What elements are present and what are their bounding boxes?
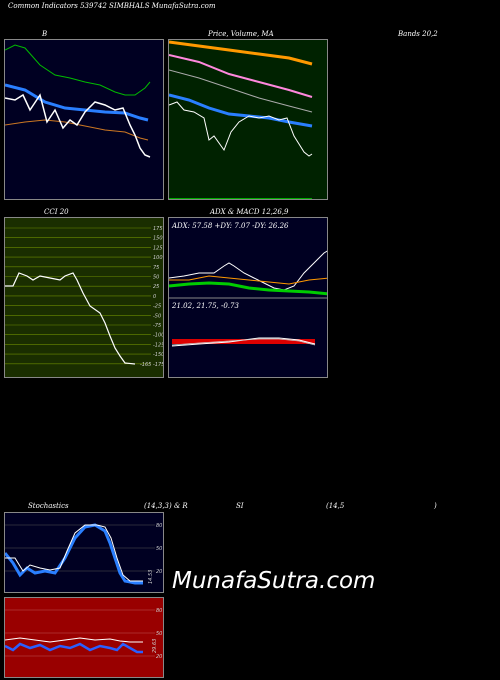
cci-tick-label: -175 [153,362,164,368]
b-green-line [5,44,151,96]
macd-signal-line [171,338,316,346]
stochastics-label: Stochastics [28,502,69,510]
rsi-white-line [5,637,143,643]
price-white-line [169,101,313,157]
cci-label: CCI 20 [44,208,69,216]
stochastics-panel: 80 50 20 14.53 [4,512,164,593]
rsi-blue-line [5,642,143,654]
b-orange-line [5,119,149,141]
stoch-white-line [5,524,143,582]
rsi-panel: 80 50 20 29.63 [4,597,164,678]
ma-pink-line [169,54,313,98]
cci-tick-label: -25 [153,304,161,310]
b-blue-line [5,83,149,122]
price-ma-label: Price, Volume, MA [208,30,274,38]
cci-value-label: -165 [140,362,151,368]
b-white-line [5,93,151,158]
cci-tick-label: -50 [153,313,161,319]
ma-orange-line [169,40,313,66]
cci-tick-label: -125 [153,342,164,348]
adx-text: ADX: 57.58 +DY: 7.07 -DY: 26.26 [171,222,289,230]
cci-tick-label: 175 [153,226,163,232]
cci-panel: 175 150 125 100 75 50 25 0 -25 -50 -75 -100 -125 -150… [4,217,164,378]
cci-tick-label: 25 [153,284,159,290]
stoch-tick-80: 80 [156,523,162,529]
macd-text: 21.02, 21.75, -0.73 [171,302,239,310]
ma-blue-line [169,93,313,128]
stoch-tick-50: 50 [156,546,162,552]
adx-white-line [169,250,327,291]
stochastics-params: (14,3,3) & R [144,502,188,510]
price-ma-panel [168,39,328,200]
cci-tick-label: 125 [153,245,163,251]
b-panel-label: B [42,30,48,38]
rsi-si-label: SI [236,502,244,510]
adx-macd-panel: ADX: 57.58 +DY: 7.07 -DY: 26.26 21.02, 2… [168,217,328,378]
b-panel [4,39,164,200]
cci-tick-label: 100 [153,255,163,261]
cci-tick-label: -75 [153,323,161,329]
adx-green-line [169,281,327,296]
rsi-value-label: 29.63 [152,639,158,653]
cci-tick-label: 50 [153,275,159,281]
cci-tick-label: 150 [153,236,163,242]
cci-tick-label: 75 [153,265,159,271]
rsi-tick-80: 80 [156,608,162,614]
rsi-tick-20: 20 [156,654,162,660]
macd-line [171,337,316,347]
rsi-close-paren: ) [434,502,437,510]
stoch-tick-20: 20 [156,569,162,575]
cci-tick-label: 0 [153,294,156,300]
page-title: Common Indicators 539742 SIMBHALS Munafa… [8,2,216,10]
ma-gray-line [169,69,313,113]
watermark: MunafaSutra.com [172,568,376,594]
cci-tick-label: -100 [153,333,164,339]
cci-line [5,272,136,365]
stoch-value-label: 14.53 [148,570,154,584]
rsi-params: (14,5 [326,502,345,510]
rsi-tick-50: 50 [156,631,162,637]
adx-macd-label: ADX & MACD 12,26,9 [210,208,289,216]
macd-histogram [172,339,315,344]
adx-orange-line [169,275,327,285]
bands-label: Bands 20,2 [398,30,438,38]
cci-tick-label: -150 [153,352,164,358]
